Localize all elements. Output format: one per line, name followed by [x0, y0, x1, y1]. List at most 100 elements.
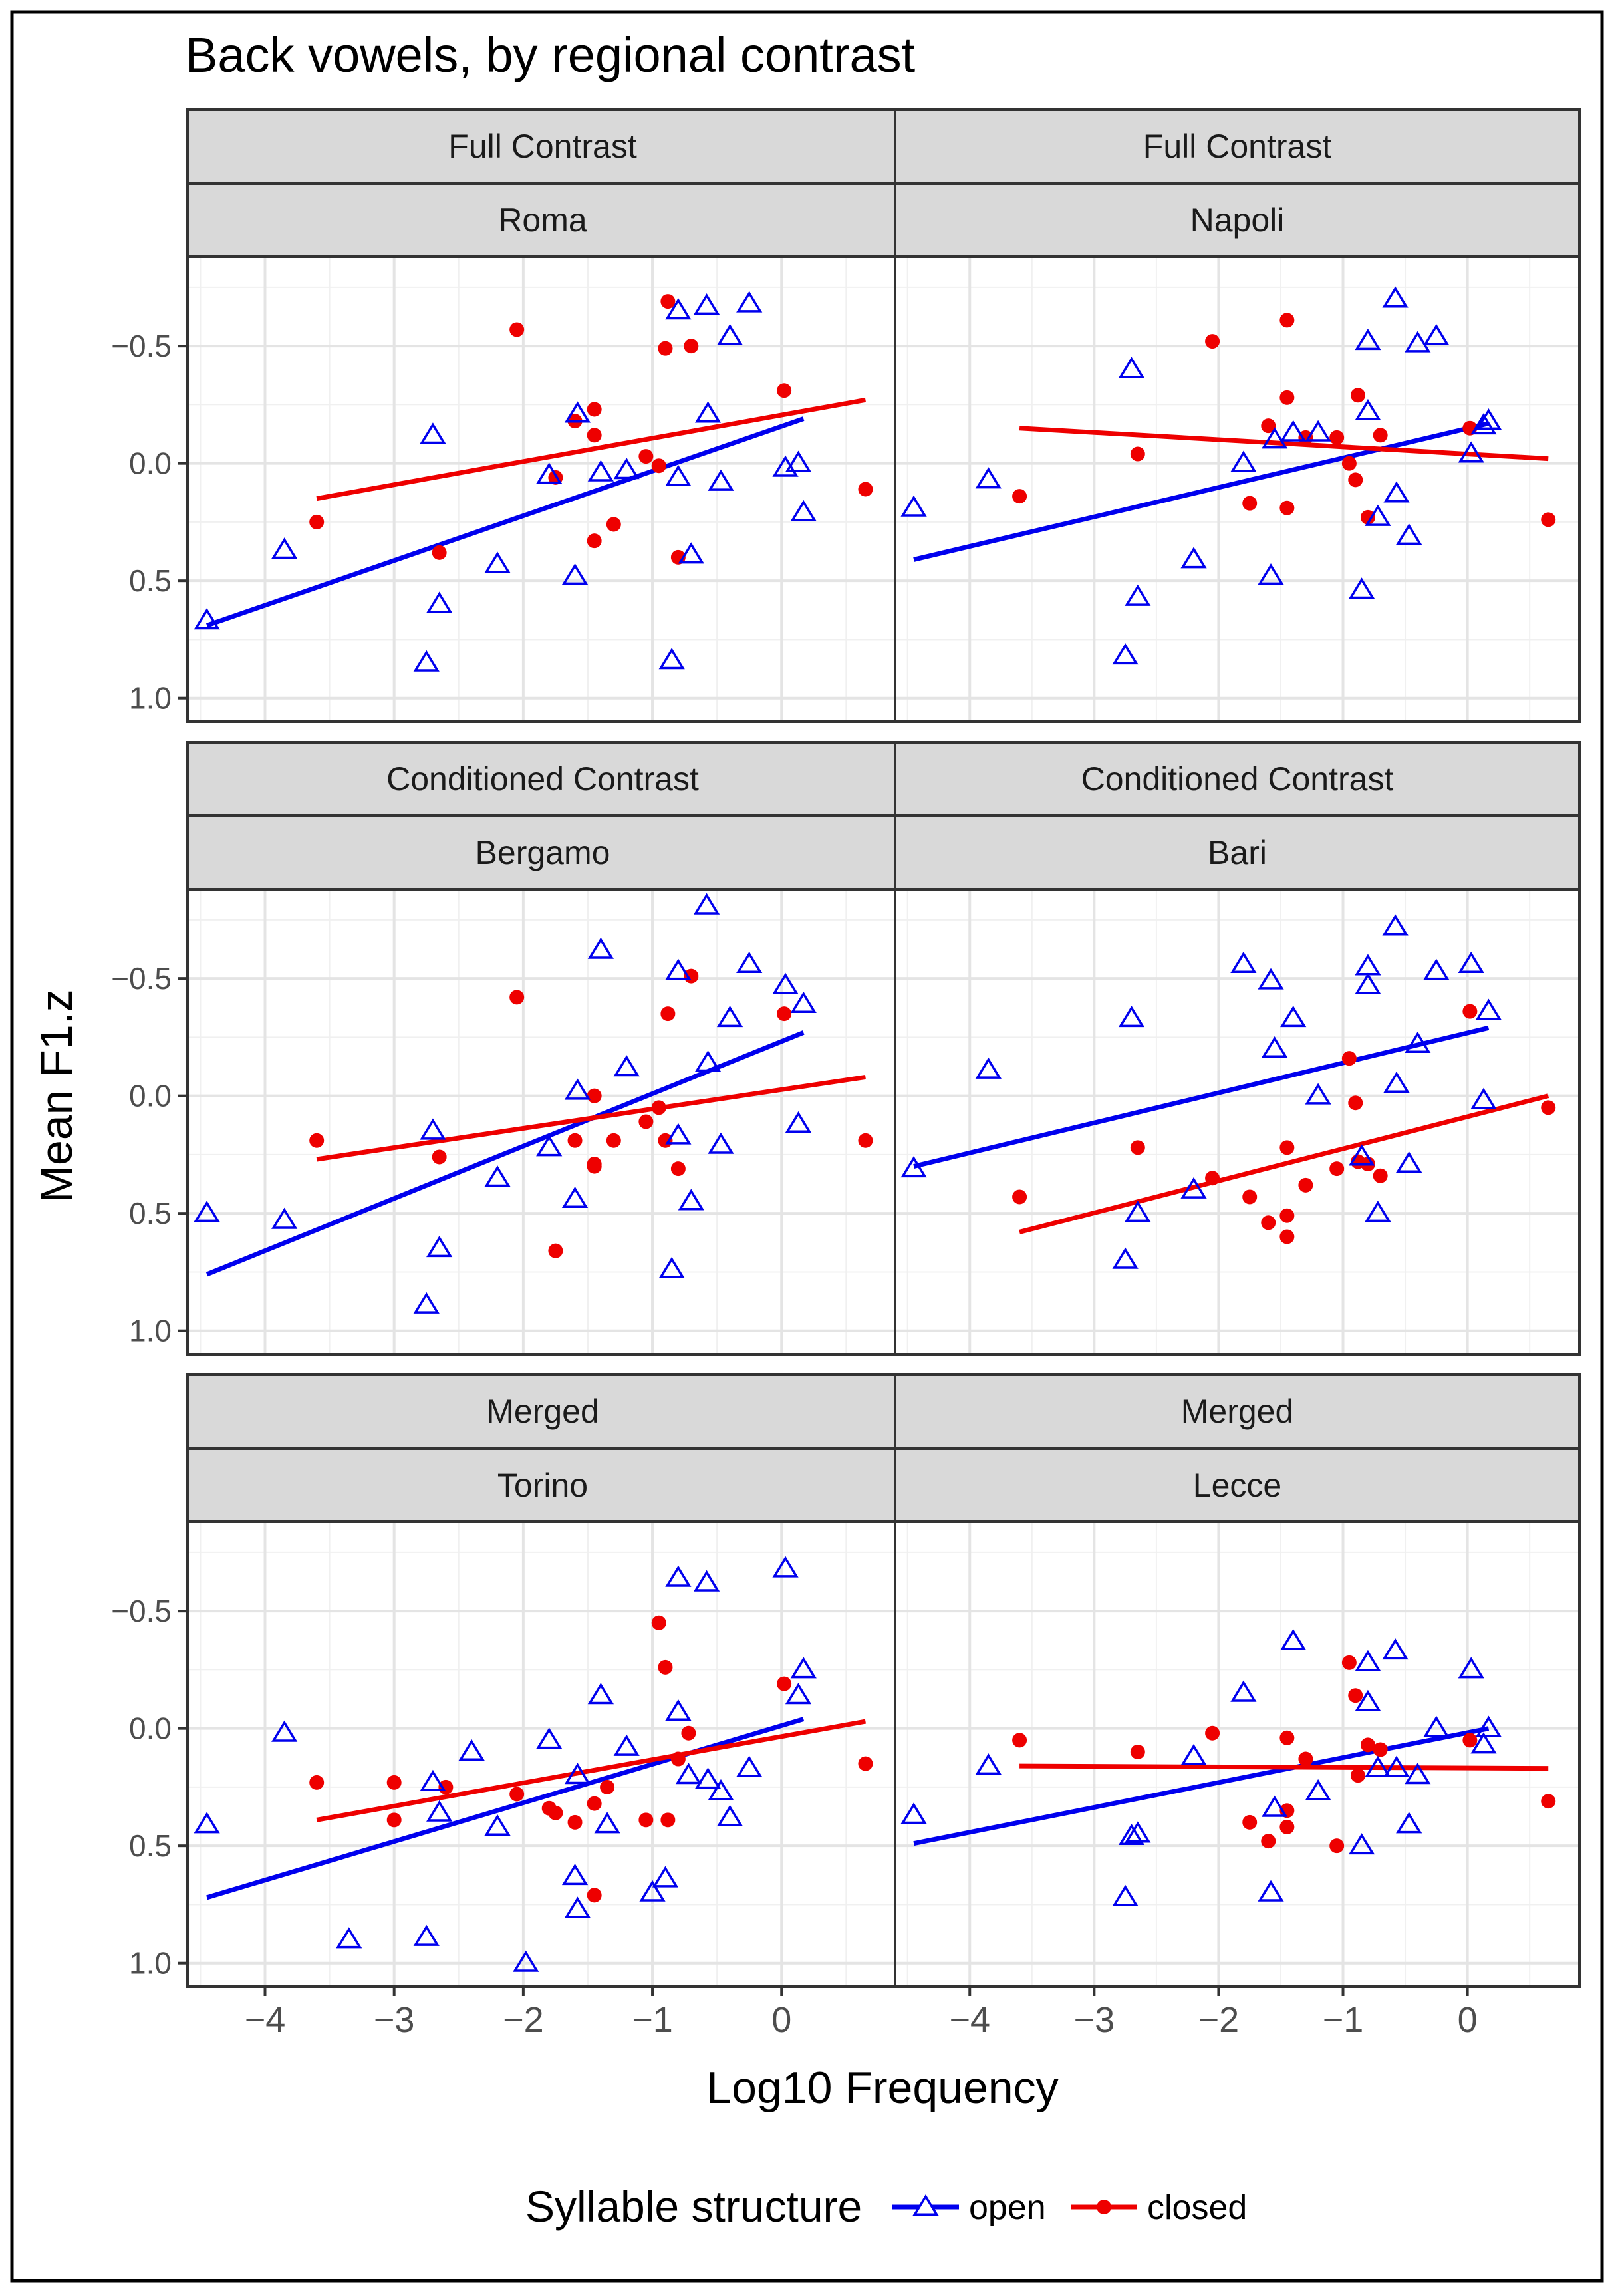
point-closed [1261, 1215, 1276, 1230]
point-closed [1279, 500, 1295, 515]
point-open [716, 323, 743, 346]
point-open [1423, 958, 1450, 980]
point-open [1423, 1715, 1450, 1737]
point-closed [567, 1133, 583, 1148]
point-closed [1261, 1834, 1276, 1849]
point-closed [1012, 1189, 1027, 1205]
point-open [1125, 1821, 1151, 1843]
point-open [564, 1896, 591, 1918]
point-closed [638, 1812, 654, 1828]
point-open [561, 563, 589, 585]
point-open [194, 1201, 220, 1222]
point-closed [1130, 1140, 1145, 1155]
point-open [693, 293, 720, 315]
point-closed [567, 1814, 583, 1830]
point-closed [660, 1812, 676, 1828]
point-closed [1341, 1051, 1357, 1066]
panel-border [894, 888, 1581, 1356]
y-tick-label: 0.0 [129, 1711, 172, 1746]
point-closed [651, 1100, 666, 1115]
point-closed [438, 1779, 454, 1794]
point-open [413, 650, 440, 672]
point-closed [651, 1615, 666, 1630]
panel-bari: Conditioned Contrast Bari [894, 741, 1581, 1356]
point-closed [606, 517, 621, 532]
fit-line-open [205, 1030, 805, 1277]
legend-title: Syllable structure [525, 2182, 862, 2231]
point-open [484, 551, 511, 573]
point-open [336, 1927, 362, 1949]
point-open [678, 1189, 704, 1211]
point-closed [432, 545, 447, 560]
point-open [1280, 420, 1307, 442]
point-closed [1348, 1688, 1363, 1703]
y-tick-label: −0.5 [111, 961, 172, 996]
strip-contrast-label: Merged [486, 1393, 599, 1430]
point-open [716, 1804, 743, 1826]
point-open [194, 1812, 220, 1834]
point-closed [587, 533, 602, 549]
point-open [1365, 1201, 1391, 1222]
point-closed [658, 1133, 673, 1148]
point-closed [1261, 418, 1276, 434]
point-closed [858, 482, 873, 497]
point-open [1355, 1689, 1381, 1711]
point-closed [684, 339, 699, 354]
point-closed [1279, 1208, 1295, 1223]
legend-key-marker-closed [1097, 2200, 1111, 2214]
point-open [426, 591, 453, 613]
point-open [1180, 1743, 1207, 1766]
point-open [1280, 1006, 1307, 1028]
point-open [694, 1050, 722, 1072]
panel-roma: Full Contrast Roma −0.5 0.0 0.5 1.0 [111, 108, 899, 723]
point-closed [638, 1114, 654, 1129]
point-open [1470, 413, 1497, 435]
point-open [1348, 1833, 1375, 1855]
point-open [587, 1683, 614, 1705]
point-closed [681, 1725, 696, 1741]
strip-city-label: Lecce [1193, 1467, 1281, 1504]
point-open [975, 467, 1002, 489]
fit-line-closed [316, 397, 867, 502]
point-closed [858, 1133, 873, 1148]
point-closed [1350, 388, 1365, 403]
strip-contrast [894, 741, 1581, 817]
point-closed [670, 1161, 686, 1177]
fit-line-open [913, 1726, 1490, 1846]
point-open [536, 1135, 563, 1157]
point-open [665, 1123, 692, 1145]
panel-lecce: Merged Lecce −4 −3 −2 −1 0 [894, 1373, 1581, 2040]
panel-torino: Merged Torino −0.5 0.0 0.5 1.0 −4 −3 −2 −1 0 [111, 1373, 899, 2040]
point-closed [658, 1659, 673, 1675]
point-open [1180, 547, 1207, 569]
point-open [1383, 1755, 1410, 1777]
point-closed [1279, 1819, 1295, 1834]
strip-city-label: Bergamo [475, 834, 610, 871]
y-axis-label: Mean F1.z [31, 989, 82, 1203]
y-tick-label: 1.0 [129, 1946, 172, 1981]
point-closed [1205, 1725, 1220, 1741]
point-open [693, 1570, 720, 1592]
point-open [1305, 420, 1331, 442]
point-open [1405, 1763, 1431, 1785]
point-closed [1012, 1733, 1027, 1748]
point-closed [1373, 428, 1388, 443]
x-tick-label: 0 [771, 2000, 791, 2040]
point-open [694, 1767, 722, 1789]
point-open [194, 608, 220, 630]
panel-border [894, 1520, 1581, 1988]
point-open [1383, 481, 1410, 503]
point-closed [1205, 334, 1220, 349]
panel-napoli: Full Contrast Napoli [894, 108, 1581, 723]
x-tick-label: 0 [1458, 2000, 1478, 2040]
plot-background [895, 889, 1579, 1354]
point-closed [1373, 1168, 1388, 1183]
point-closed [1350, 1768, 1365, 1783]
point-open [271, 1720, 298, 1742]
point-closed [651, 458, 666, 474]
point-closed [587, 1159, 602, 1174]
plot-background [895, 1522, 1579, 1987]
point-closed [684, 968, 699, 984]
